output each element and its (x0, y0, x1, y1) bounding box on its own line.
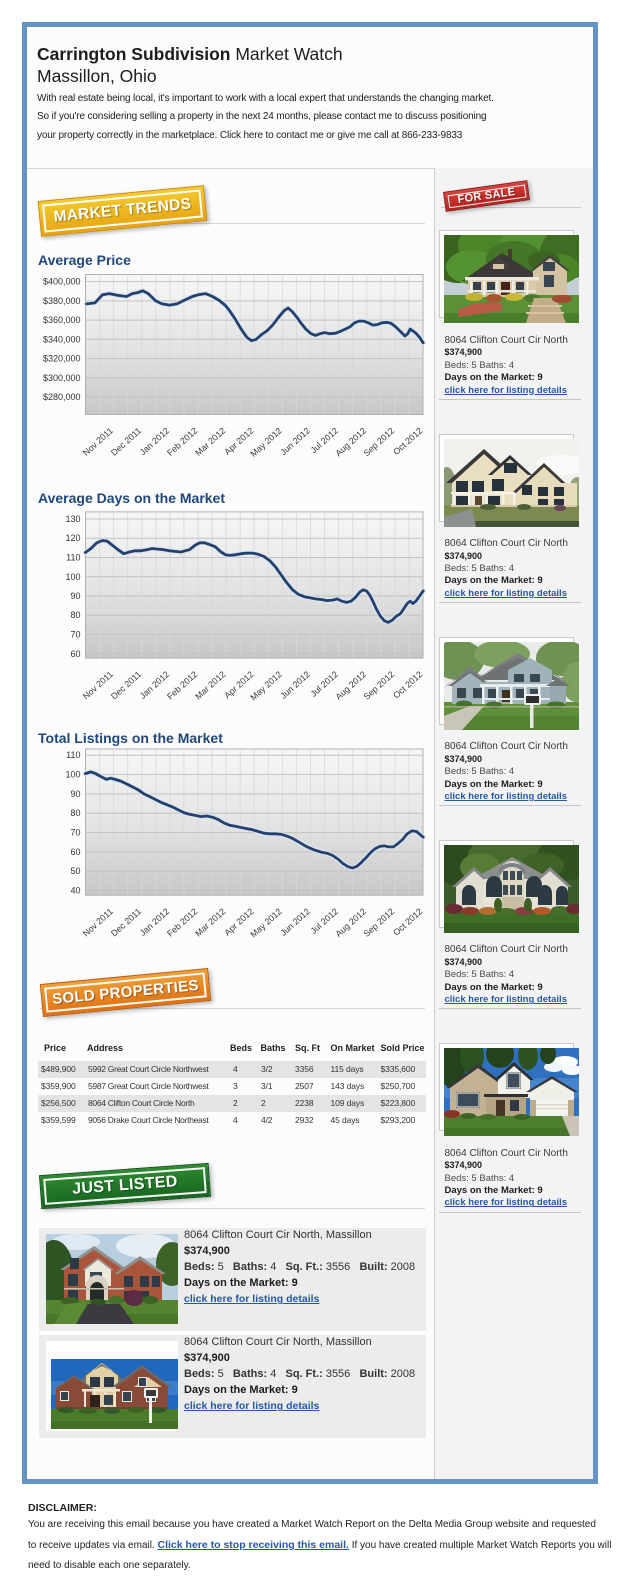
svg-text:Sep 2012: Sep 2012 (362, 425, 397, 458)
svg-text:$280,000: $280,000 (43, 392, 81, 402)
svg-text:60: 60 (70, 847, 80, 857)
svg-text:Mar 2012: Mar 2012 (193, 906, 227, 938)
svg-text:$300,000: $300,000 (43, 373, 81, 383)
svg-text:130: 130 (65, 514, 80, 524)
svg-text:Sep 2012: Sep 2012 (362, 906, 397, 939)
svg-text:110: 110 (66, 750, 80, 760)
svg-text:Sep 2012: Sep 2012 (362, 669, 397, 702)
svg-text:Mar 2012: Mar 2012 (193, 669, 227, 701)
svg-text:Nov 2011: Nov 2011 (81, 425, 115, 457)
svg-text:80: 80 (70, 808, 80, 818)
svg-text:Mar 2012: Mar 2012 (193, 425, 227, 457)
svg-text:100: 100 (65, 572, 80, 582)
svg-text:$400,000: $400,000 (43, 277, 81, 287)
svg-text:40: 40 (70, 886, 80, 896)
svg-text:Dec 2011: Dec 2011 (109, 669, 143, 701)
svg-text:Nov 2011: Nov 2011 (81, 669, 115, 701)
svg-text:90: 90 (70, 591, 80, 601)
svg-text:Jun 2012: Jun 2012 (278, 669, 312, 701)
svg-text:70: 70 (70, 630, 80, 640)
svg-text:May 2012: May 2012 (248, 906, 283, 939)
svg-text:100: 100 (65, 770, 80, 780)
svg-text:70: 70 (70, 828, 80, 838)
svg-text:May 2012: May 2012 (248, 425, 283, 458)
svg-text:80: 80 (70, 610, 80, 620)
svg-text:Nov 2011: Nov 2011 (81, 906, 115, 938)
svg-text:60: 60 (70, 649, 80, 659)
svg-text:90: 90 (70, 789, 80, 799)
svg-text:Oct 2012: Oct 2012 (391, 425, 424, 456)
svg-text:50: 50 (70, 866, 80, 876)
svg-text:$340,000: $340,000 (43, 334, 81, 344)
svg-text:May 2012: May 2012 (248, 669, 283, 702)
svg-text:110: 110 (66, 553, 80, 563)
svg-text:$320,000: $320,000 (43, 354, 81, 364)
svg-text:Dec 2011: Dec 2011 (109, 425, 143, 457)
svg-text:Jun 2012: Jun 2012 (278, 425, 312, 457)
svg-text:Oct 2012: Oct 2012 (391, 906, 424, 937)
svg-text:$360,000: $360,000 (43, 315, 81, 325)
svg-text:Oct 2012: Oct 2012 (391, 669, 424, 700)
svg-text:120: 120 (65, 533, 80, 543)
svg-text:Jun 2012: Jun 2012 (278, 906, 312, 938)
svg-text:Dec 2011: Dec 2011 (109, 906, 143, 938)
svg-text:$380,000: $380,000 (43, 296, 81, 306)
